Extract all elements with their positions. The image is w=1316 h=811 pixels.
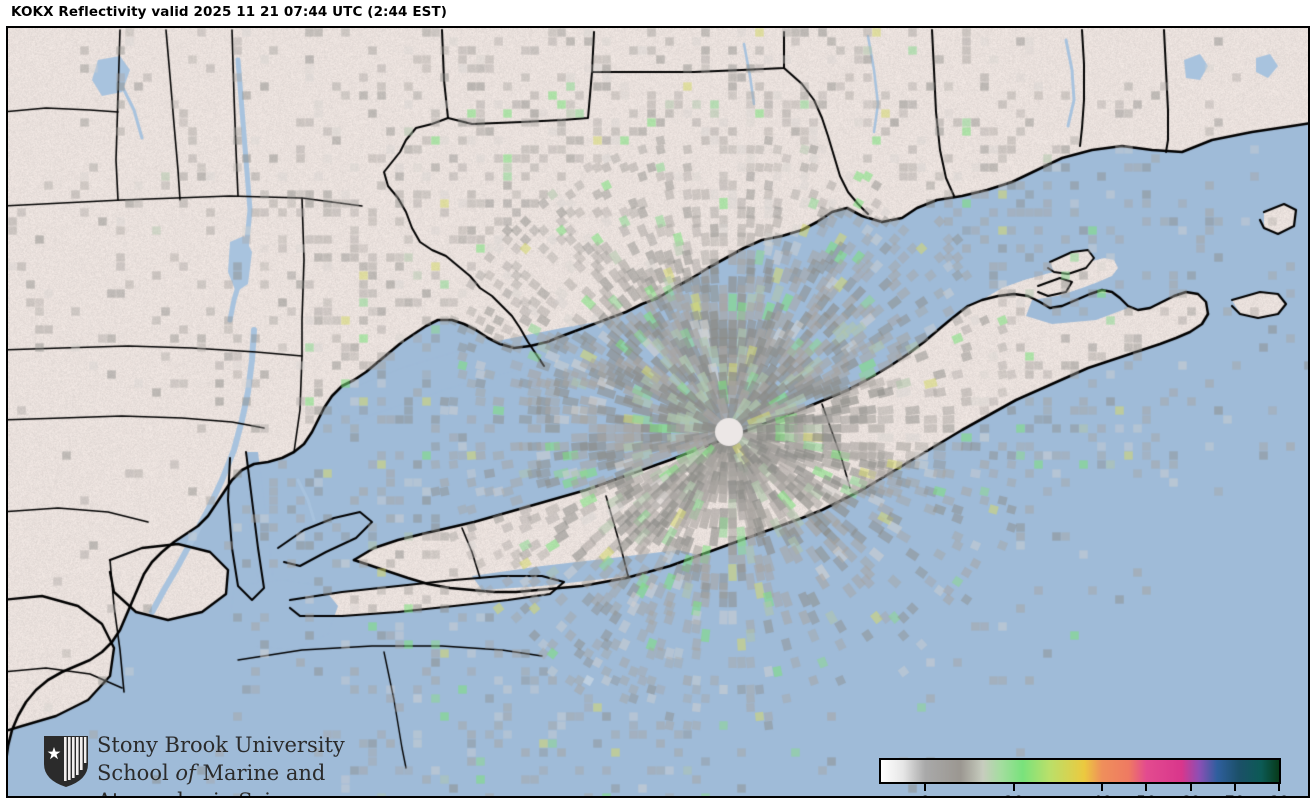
colorbar-label-60: 60 bbox=[1180, 792, 1200, 796]
radar-map-canvas[interactable] bbox=[8, 28, 1308, 796]
colorbar-tick-0 bbox=[924, 784, 927, 791]
colorbar-tick-50 bbox=[1145, 784, 1148, 791]
colorbar-tick-60 bbox=[1189, 784, 1192, 791]
colorbar-gradient bbox=[881, 760, 1279, 782]
title-bar: KOKX Reflectivity valid 2025 11 21 07:44… bbox=[0, 0, 1316, 26]
colorbar-label-40: 40 bbox=[1092, 792, 1112, 796]
page-title: KOKX Reflectivity valid 2025 11 21 07:44… bbox=[11, 4, 448, 20]
colorbar-label-70: 70 bbox=[1225, 792, 1245, 796]
colorbar-label-80: 80 bbox=[1269, 792, 1289, 796]
colorbar-label-20: 20 bbox=[1003, 792, 1023, 796]
reflectivity-colorbar: 0 20 40 50 60 70 80 bbox=[879, 758, 1289, 796]
map-frame[interactable]: Stony Brook University School of Marine … bbox=[6, 26, 1310, 798]
colorbar-label-50: 50 bbox=[1136, 792, 1156, 796]
colorbar-tick-20 bbox=[1012, 784, 1015, 791]
colorbar-tick-80 bbox=[1278, 784, 1280, 791]
colorbar-label-0: 0 bbox=[920, 792, 930, 796]
colorbar-bar bbox=[879, 758, 1281, 784]
colorbar-tick-70 bbox=[1233, 784, 1236, 791]
colorbar-tick-40 bbox=[1101, 784, 1104, 791]
